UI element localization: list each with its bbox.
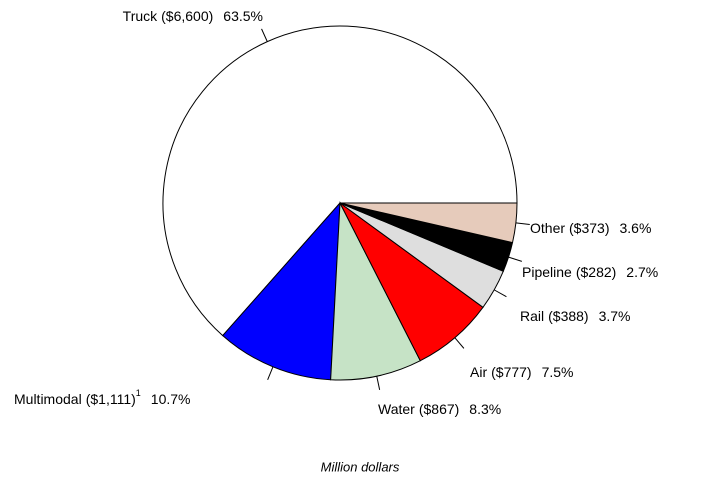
leader-line <box>261 28 268 42</box>
leader-line <box>515 222 530 225</box>
value-label: ($867) <box>419 401 459 417</box>
value-label: ($777) <box>491 364 531 380</box>
slice-label: Pipeline ($282) 2.7% <box>522 264 658 280</box>
value-label: ($1,111) <box>86 391 136 407</box>
chart-subtitle: Million dollars <box>321 459 400 474</box>
category-label: Rail <box>520 308 544 324</box>
pie-slice <box>222 201 341 381</box>
category-label: Other <box>530 220 565 236</box>
leader-line <box>493 289 507 298</box>
slice-label: Air ($777) 7.5% <box>470 364 574 380</box>
slice-label: Water ($867) 8.3% <box>378 401 501 417</box>
pie-slice <box>339 202 518 244</box>
percent-label: 3.6% <box>619 220 651 236</box>
value-label: ($6,600) <box>161 8 213 24</box>
percent-label: 8.3% <box>469 401 501 417</box>
leader-line <box>508 256 523 262</box>
percent-label: 10.7% <box>151 391 191 407</box>
percent-label: 7.5% <box>542 364 574 380</box>
value-label: ($373) <box>569 220 609 236</box>
percent-label: 63.5% <box>223 8 263 24</box>
footnote-marker: 1 <box>136 388 141 398</box>
value-label: ($388) <box>548 308 588 324</box>
slice-label: Multimodal ($1,111)1 10.7% <box>14 388 191 406</box>
category-label: Water <box>378 401 415 417</box>
leader-line <box>376 376 381 390</box>
percent-label: 3.7% <box>599 308 631 324</box>
category-label: Air <box>470 364 487 380</box>
pie-slice <box>330 201 421 381</box>
slice-label: Rail ($388) 3.7% <box>520 308 631 324</box>
percent-label: 2.7% <box>626 264 658 280</box>
slice-label: Truck ($6,600) 63.5% <box>123 8 263 24</box>
leader-line <box>454 337 465 349</box>
category-label: Truck <box>123 8 158 24</box>
category-label: Pipeline <box>522 264 572 280</box>
category-label: Multimodal <box>14 391 82 407</box>
slice-label: Other ($373) 3.6% <box>530 220 651 236</box>
value-label: ($282) <box>576 264 616 280</box>
leader-line <box>267 366 274 380</box>
